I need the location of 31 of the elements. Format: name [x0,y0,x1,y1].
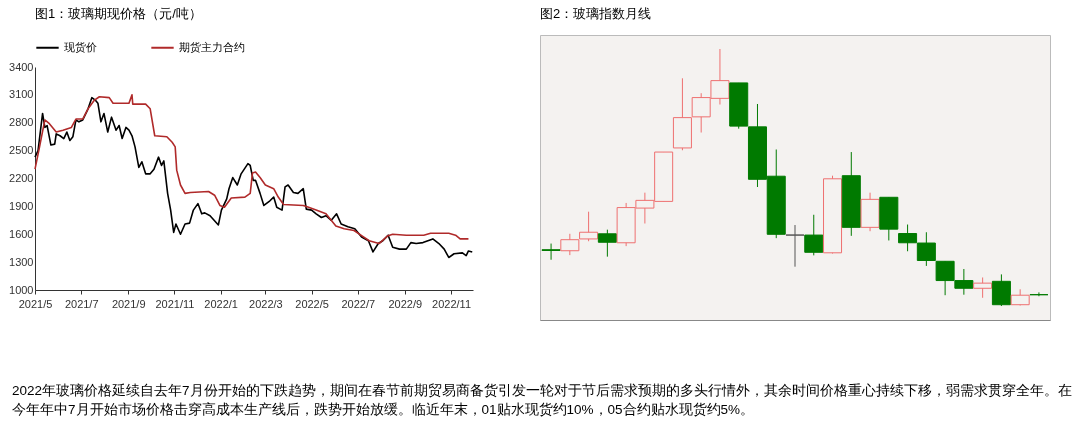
x-tick-label: 2022/3 [249,297,283,310]
y-tick-label: 2500 [9,144,34,157]
x-tick-label: 2021/7 [64,297,99,310]
text: 2022年玻璃价格延续自去年7月份开始的下跌趋势，期间在春节前期贸易商备货引发一轮对于节后需求预期的多头行情外，其余时间价格重心持续下移，弱需求贯穿全年。在今年年中7月开始市场价格击穿高成本生产线后，跌势开始放缓。临近年末，01贴水现货约10%，05合约贴水现货约5%。 [11,382,1073,419]
y-tick-label: 1600 [9,227,34,240]
y-tick-label: 1300 [9,255,34,268]
x-tick-label: 2022/9 [388,297,423,310]
candlestick [804,214,824,256]
y-tick-label: 3100 [9,88,34,101]
chart-title: 图2：玻璃指数月线 [540,6,652,21]
y-tick-label: 3400 [9,60,34,73]
y-tick-label: 1000 [9,283,34,296]
chart-title: 图1：玻璃期现价格（元/吨） [35,6,202,21]
x-tick-label: 2022/11 [432,297,471,310]
candlestick [597,229,617,258]
candlestick [973,276,993,299]
x-tick-label: 2022/5 [295,297,329,310]
y-tick-label: 1900 [9,199,34,212]
legend-label: 期货主力合约 [179,40,245,53]
x-tick-label: 2021/9 [111,297,146,310]
x-tick-label: 2022/7 [341,297,376,310]
y-tick-label: 2200 [9,172,34,184]
candlestick [991,273,1011,307]
candlestick [541,243,561,261]
x-tick-label: 2021/5 [18,297,53,310]
x-tick-label: 2022/1 [204,297,238,310]
legend-label: 现货价 [64,40,97,53]
x-tick-label: 2021/11 [155,297,195,310]
y-tick-label: 2800 [9,116,34,129]
candlestick [785,224,805,268]
candlestick [1029,291,1049,297]
